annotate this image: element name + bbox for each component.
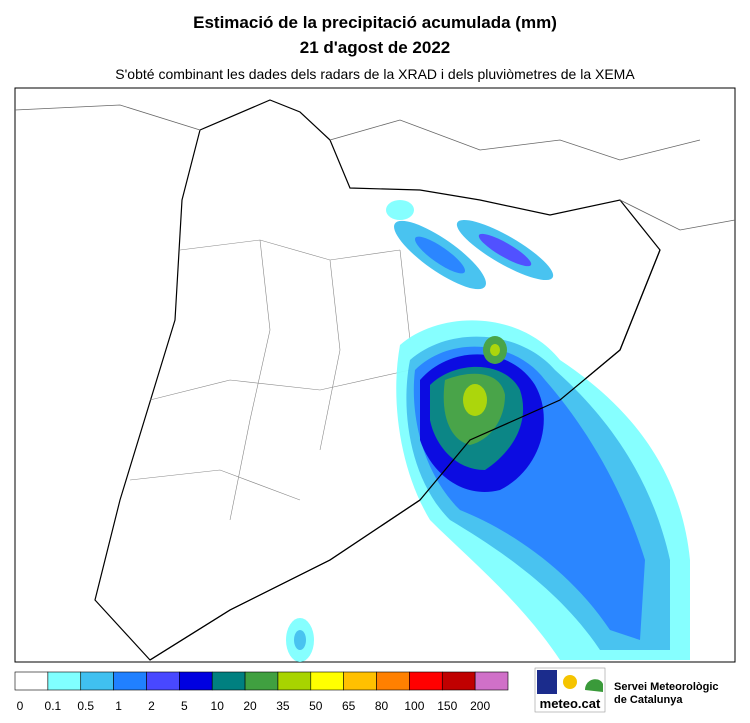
org-name: Servei Meteorològic — [614, 681, 719, 693]
legend-swatch — [277, 671, 312, 691]
legend-swatch — [474, 671, 509, 691]
legend-label: 35 — [276, 699, 290, 713]
date: 21 d'agost de 2022 — [300, 38, 451, 57]
legend-label: 20 — [243, 699, 257, 713]
legend-label: 150 — [437, 699, 457, 713]
legend-swatch — [146, 671, 180, 691]
legend-swatch — [244, 671, 279, 691]
logo: meteo.cat Servei Meteorològic de Catalun… — [534, 667, 719, 713]
legend-label: 65 — [342, 699, 356, 713]
legend-label: 200 — [470, 699, 490, 713]
legend-swatch — [47, 671, 82, 691]
legend-label: 100 — [404, 699, 424, 713]
legend: 0 0.1 0.5 1 2 5 10 20 35 50 65 80 100 150 200 — [14, 671, 509, 713]
legend-swatch — [179, 671, 213, 691]
legend-label: 80 — [375, 699, 389, 713]
legend-label: 0.1 — [45, 699, 62, 713]
legend-label: 0.5 — [77, 699, 94, 713]
legend-label: 1 — [115, 699, 122, 713]
subtitle: S'obté combinant les dades dels radars d… — [115, 66, 635, 82]
legend-label: 10 — [211, 699, 225, 713]
legend-swatch — [376, 671, 410, 691]
logo-brand: meteo.cat — [540, 696, 601, 711]
legend-swatch — [211, 671, 246, 691]
legend-swatch — [113, 671, 147, 691]
legend-label: 2 — [148, 699, 155, 713]
legend-swatch — [80, 671, 114, 691]
legend-swatch — [441, 671, 476, 691]
org-name: de Catalunya — [614, 694, 683, 706]
legend-label: 5 — [181, 699, 188, 713]
legend-swatch — [310, 671, 344, 691]
legend-swatch — [14, 671, 49, 691]
legend-label: 0 — [17, 699, 24, 713]
title: Estimació de la precipitació acumulada (… — [193, 13, 557, 32]
legend-swatch — [343, 671, 377, 691]
legend-swatch — [409, 671, 443, 691]
map — [14, 87, 736, 663]
legend-label: 50 — [309, 699, 323, 713]
